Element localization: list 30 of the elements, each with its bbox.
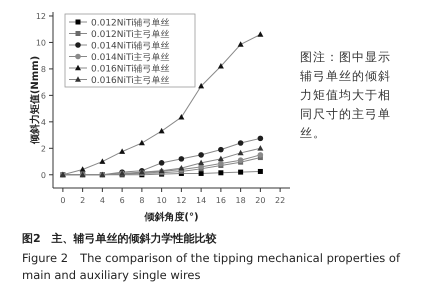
x-tick-label: 2: [80, 196, 86, 205]
legend-label: 0.014NiTi主弓单丝: [91, 52, 170, 63]
x-tick-label: 4: [100, 196, 105, 205]
y-tick-label: 12: [36, 12, 46, 21]
y-tick-label: 8: [40, 64, 46, 74]
x-tick-label: 6: [120, 196, 125, 205]
x-tick-label: 22: [275, 196, 286, 205]
y-tick-label: 10: [36, 38, 46, 48]
y-tick-label: 6: [40, 91, 46, 100]
y-tick-label: 2: [40, 144, 46, 154]
x-tick-label: 0: [60, 196, 66, 205]
x-tick-label: 8: [139, 196, 144, 205]
legend-label: 0.016NiTi主弓单丝: [91, 75, 170, 86]
x-axis-title: 倾斜角度(°): [143, 211, 199, 223]
caption: 图2 主、辅弓单丝的倾斜力学性能比较: [22, 231, 217, 246]
y-axis-title: 倾斜力矩值(Nmm): [29, 56, 41, 146]
x-tick-label: 12: [176, 196, 186, 205]
x-tick-label: 18: [236, 196, 246, 205]
x-tick-label: 10: [156, 196, 167, 205]
legend-label: 0.012NiTi辅弓单丝: [91, 18, 170, 28]
x-tick-label: 16: [216, 196, 226, 205]
legend-label: 0.016NiTi辅弓单丝: [91, 64, 170, 74]
x-tick-label: 20: [255, 196, 266, 205]
legend-label: 0.012NiTi主弓单丝: [91, 29, 170, 40]
y-tick-label: 0: [40, 170, 46, 180]
legend-label: 0.014NiTi辅弓单丝: [91, 40, 170, 52]
caption: Figure 2 The comparison of the tipping mechanical properties of main and auxiliary single wires: [22, 250, 402, 284]
annotation: 图注：图中显示辅弓单丝的倾斜力矩值均大于相同尺寸的主弓单丝。: [300, 49, 392, 142]
y-tick-label: 4: [40, 118, 46, 127]
x-tick-label: 14: [196, 196, 206, 205]
